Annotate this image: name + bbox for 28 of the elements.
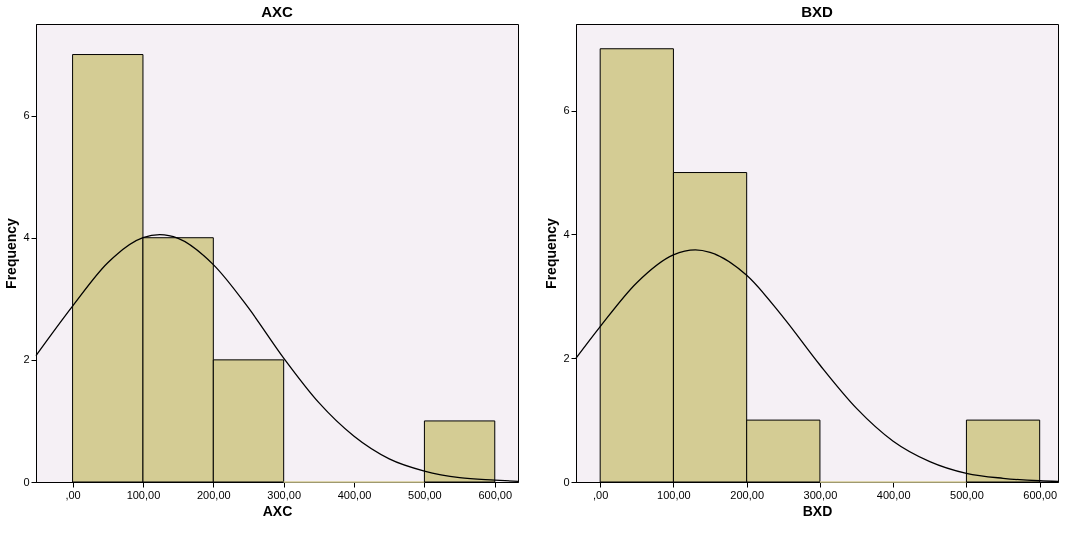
y-tick-label: 6	[23, 109, 30, 122]
x-tick-label: 600,00	[478, 488, 513, 501]
x-tick-label: 200,00	[196, 488, 231, 501]
y-tick-label: 0	[23, 475, 30, 488]
x-tick-label: ,00	[593, 488, 609, 501]
x-tick-label: 100,00	[126, 488, 161, 501]
x-axis-title: AXC	[262, 502, 293, 519]
x-tick-label: 500,00	[950, 488, 984, 501]
y-tick-label: 0	[563, 475, 570, 488]
x-tick-label: 400,00	[337, 488, 372, 501]
x-axis-title: BXD	[802, 502, 833, 519]
x-tick-label: 600,00	[1023, 488, 1058, 501]
y-tick-label: 4	[23, 231, 30, 244]
y-tick-label: 2	[23, 353, 30, 366]
y-tick-label: 6	[563, 104, 570, 117]
x-tick-label: 300,00	[803, 488, 838, 501]
x-tick-label: ,00	[65, 488, 81, 501]
x-tick-label: 200,00	[730, 488, 765, 501]
y-axis-title: Frequency	[3, 217, 20, 289]
y-tick-label: 4	[563, 227, 570, 240]
y-tick-label: 2	[563, 351, 570, 364]
chart-title: AXC	[261, 3, 293, 20]
x-tick-label: 400,00	[876, 488, 911, 501]
x-tick-label: 300,00	[267, 488, 302, 501]
chart-title: BXD	[801, 3, 833, 20]
x-tick-label: 500,00	[408, 488, 442, 501]
y-axis-title: Frequency	[543, 217, 560, 289]
x-tick-label: 100,00	[657, 488, 691, 501]
